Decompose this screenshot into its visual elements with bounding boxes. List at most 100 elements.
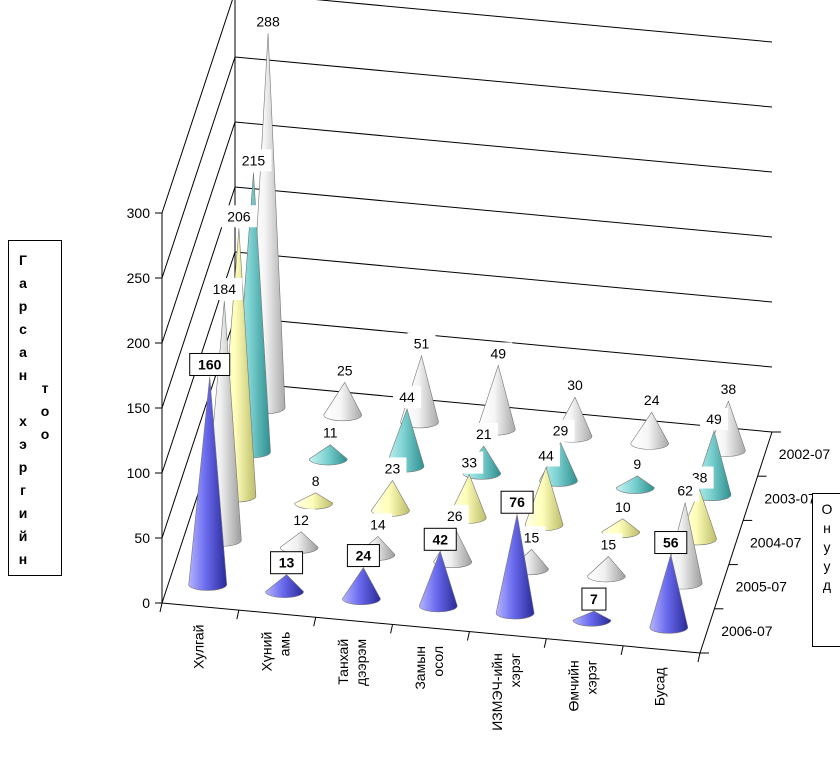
data-label: 49 <box>490 345 506 361</box>
data-label-box <box>440 504 469 527</box>
x-tick-mark <box>313 617 317 627</box>
data-label: 184 <box>213 281 237 297</box>
gridline-back <box>234 56 773 108</box>
data-label-box <box>346 544 380 568</box>
x-tick-line: Хүний <box>258 632 274 672</box>
data-label-box <box>189 352 231 376</box>
x-tick-mark <box>390 624 394 634</box>
cone-mark <box>615 475 655 494</box>
chart-cones: 288 25 51 49 30 24 38 215 11 44 21 29 9 49 206 8 23 33 44 1… <box>188 10 746 634</box>
x-tick-text: Хүний амь <box>258 632 292 672</box>
data-label-box <box>250 10 287 33</box>
data-label-box <box>330 359 359 382</box>
data-label-box <box>714 378 743 401</box>
gridline-back <box>234 186 773 238</box>
data-label-box <box>235 149 272 172</box>
y-tick-label: 300 <box>127 205 151 221</box>
y-tick-label: 150 <box>127 400 151 416</box>
x-tick-line: амь <box>276 632 292 657</box>
data-label-box <box>423 527 457 551</box>
data-label-box <box>305 469 326 492</box>
x-tick-line: осол <box>430 646 446 677</box>
x-tick-label: ИЗМЭЧ-ийн хэрэг <box>489 653 523 731</box>
title-letter: у <box>823 558 831 574</box>
title-letter: с <box>19 321 27 337</box>
x-tick-line: хэрэг <box>584 660 600 694</box>
data-label-box <box>206 278 243 301</box>
x-tick-label: Бусад <box>652 667 668 706</box>
title-letter: о <box>40 403 50 419</box>
x-tick-mark <box>620 645 624 655</box>
data-label: 51 <box>414 336 430 352</box>
x-tick-text: Замын осол <box>412 646 446 690</box>
data-label: 215 <box>242 152 266 168</box>
data-label: 206 <box>227 208 251 224</box>
x-tick-label: Хүний амь <box>258 632 292 672</box>
x-tick-label: Хулгай <box>190 625 206 669</box>
cone-mark <box>308 444 348 466</box>
data-label-box <box>637 389 666 412</box>
data-label-box <box>546 419 575 442</box>
x-tick-text: Танхай дээрэм <box>335 639 369 686</box>
data-label: 15 <box>601 536 617 552</box>
data-label: 12 <box>293 512 309 528</box>
data-label: 10 <box>615 499 631 515</box>
data-label-box <box>560 374 589 397</box>
x-tick-text: ИЗМЭЧ-ийн хэрэг <box>489 653 523 731</box>
data-label-box <box>627 452 648 475</box>
y-tick-label: 100 <box>127 465 151 481</box>
data-label-box <box>378 457 407 480</box>
gridline-back <box>315 0 773 43</box>
data-label: 7 <box>590 591 598 607</box>
data-label: 49 <box>706 411 722 427</box>
gridline-back <box>234 316 773 368</box>
data-label: 44 <box>538 447 554 463</box>
cone-mark <box>649 553 689 634</box>
cone-mark <box>323 381 363 422</box>
data-label: 24 <box>356 548 372 564</box>
title-letter: р <box>18 298 28 314</box>
data-label: 33 <box>461 455 477 471</box>
data-label-box <box>671 479 700 502</box>
data-label-box <box>455 451 484 474</box>
title-letter: г <box>20 482 26 498</box>
data-label: 9 <box>633 456 641 472</box>
x-tick-text: Өмчийн хэрэг <box>566 660 600 711</box>
x-tick-mark <box>466 631 470 641</box>
title-letter: н <box>18 551 28 567</box>
title-letter: д <box>822 577 832 593</box>
y-tick-label: 250 <box>127 270 151 286</box>
title-letter: О <box>821 501 833 517</box>
data-label-box <box>270 551 304 575</box>
cone-mark <box>371 479 410 517</box>
x-tick-label: Өмчийн хэрэг <box>566 660 600 711</box>
data-label: 62 <box>677 483 693 499</box>
x-tick-line: Замын <box>412 646 428 690</box>
data-label: 30 <box>567 377 583 393</box>
cone-mark <box>495 514 535 620</box>
x-tick-line: Хулгай <box>190 625 206 669</box>
data-label-box <box>581 587 607 611</box>
chart-ticks: 0 50 100 150 200 250 300 Хулгай Хүний амь Танхай дэ… <box>127 205 831 731</box>
data-label: 76 <box>509 494 525 510</box>
x-tick-mark <box>159 602 163 613</box>
z-tick-label: 2004-07 <box>750 535 802 551</box>
title-letter: р <box>18 459 28 475</box>
data-label: 56 <box>663 535 679 551</box>
x-tick-mark <box>236 610 240 620</box>
cone-mark <box>342 566 381 606</box>
cone-mark <box>188 376 228 591</box>
data-label-box <box>287 508 316 531</box>
data-label: 288 <box>256 13 280 29</box>
x-tick-line: хэрэг <box>507 653 523 687</box>
data-label-box <box>517 526 546 549</box>
data-label: 8 <box>312 473 320 489</box>
data-label: 21 <box>476 426 492 442</box>
gridline-left <box>161 121 236 344</box>
z-tick-label: 2006-07 <box>721 623 773 639</box>
data-label-box <box>392 385 421 408</box>
x-tick-label: Замын осол <box>412 646 446 690</box>
data-label: 24 <box>644 392 660 408</box>
